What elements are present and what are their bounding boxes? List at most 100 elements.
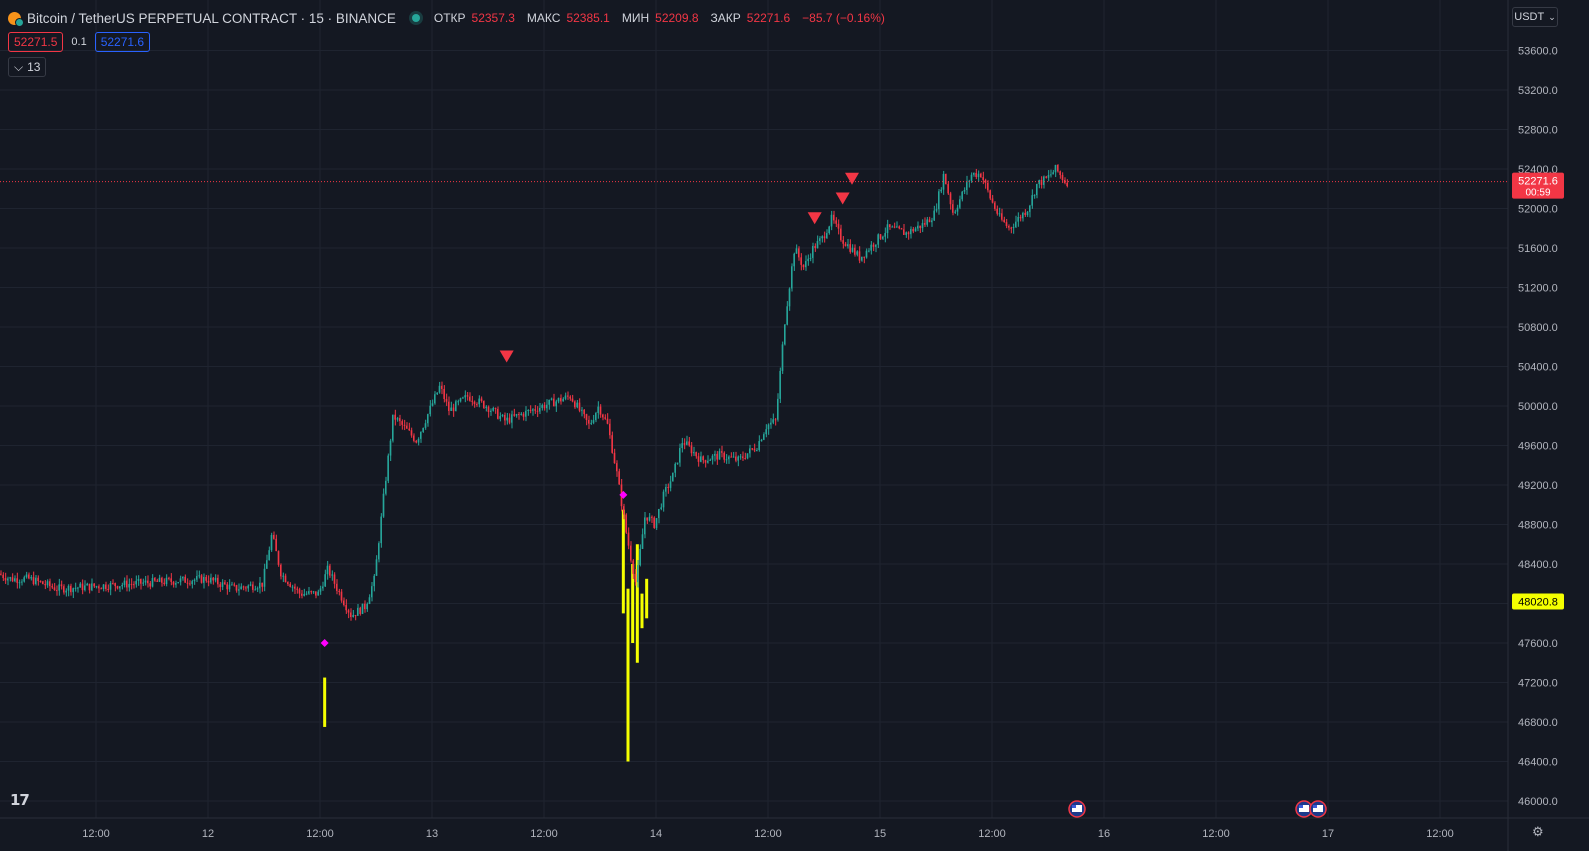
time-axis-label: 16	[1098, 828, 1110, 840]
candle-body	[1040, 179, 1043, 185]
candle-body	[387, 455, 389, 481]
candle-body	[669, 481, 672, 488]
candle-body	[637, 565, 639, 583]
candle-body	[105, 584, 107, 589]
candle-body	[60, 584, 63, 587]
candle-body	[499, 416, 501, 419]
candle-body	[966, 181, 968, 191]
candle-body	[305, 593, 308, 595]
candle-body	[872, 244, 875, 247]
settings-gear-icon[interactable]: ⚙	[1532, 824, 1544, 839]
candle-body	[77, 587, 79, 589]
candle-body	[401, 421, 403, 425]
us-flag-stripes	[1072, 805, 1082, 812]
currency-select[interactable]: USDT ⌄	[1512, 7, 1558, 27]
marker-price-label: 48020.8	[1518, 596, 1558, 608]
candle-body	[998, 213, 1001, 215]
tradingview-logo-icon[interactable]: 17	[10, 791, 30, 809]
candle-body	[879, 234, 882, 239]
candle-body	[235, 585, 238, 591]
candle-body	[112, 583, 114, 585]
candle-body	[329, 565, 331, 576]
candle-body	[725, 459, 728, 461]
candle-body	[536, 410, 539, 412]
candle-body	[480, 398, 483, 402]
time-axis-label: 12	[202, 828, 214, 840]
candle-body	[308, 591, 310, 594]
candle-body	[109, 583, 112, 590]
candle-body	[940, 189, 942, 192]
candle-body	[814, 246, 816, 249]
candle-body	[653, 517, 655, 528]
symbol-legend: Bitcoin / TetherUS PERPETUAL CONTRACT · …	[8, 8, 891, 28]
candle-body	[1057, 164, 1059, 172]
candle-body	[310, 591, 312, 593]
sell-signal-icon	[845, 172, 859, 185]
price-axis-label: 47200.0	[1518, 678, 1558, 690]
current-price-label: 52271.6	[1518, 176, 1558, 188]
candle-body	[268, 550, 270, 561]
candle-body	[14, 578, 16, 582]
candle-body	[168, 577, 170, 579]
candle-body	[529, 409, 532, 411]
candle-body	[1026, 211, 1029, 215]
candle-body	[245, 587, 247, 589]
candle-body	[207, 580, 210, 583]
indicator-bar	[645, 578, 649, 619]
candle-body	[350, 612, 352, 618]
candle-body	[378, 543, 380, 560]
candle-body	[1001, 213, 1003, 220]
candle-body	[823, 236, 826, 239]
candle-body	[707, 460, 709, 463]
symbol-title[interactable]: Bitcoin / TetherUS PERPETUAL CONTRACT · …	[27, 10, 396, 26]
candle-body	[415, 440, 417, 443]
candle-body	[294, 586, 296, 589]
candle-body	[301, 593, 303, 596]
candle-body	[697, 456, 700, 462]
candle-body	[193, 579, 196, 582]
candle-body	[560, 398, 562, 402]
candle-body	[1059, 171, 1061, 175]
candle-body	[203, 576, 205, 583]
time-axis-label: 12:00	[82, 828, 110, 840]
candle-body	[830, 214, 833, 227]
candle-body	[147, 580, 149, 584]
candle-body	[151, 578, 154, 587]
candle-body	[784, 324, 786, 345]
price-axis-label: 53600.0	[1518, 46, 1558, 58]
candle-body	[116, 586, 119, 589]
candle-body	[352, 615, 354, 618]
time-axis-label: 12:00	[978, 828, 1006, 840]
candle-body	[693, 452, 695, 454]
candle-body	[72, 588, 74, 593]
candle-body	[501, 414, 504, 417]
candle-body	[212, 577, 214, 581]
buy-button[interactable]: 52271.6	[94, 32, 151, 52]
sell-signal-icon	[807, 212, 822, 225]
candle-body	[511, 414, 513, 423]
candle-body	[261, 582, 263, 587]
candle-body	[896, 226, 898, 228]
candle-body	[716, 453, 718, 460]
candle-body	[11, 577, 14, 582]
candle-body	[585, 414, 588, 420]
candle-body	[756, 450, 758, 452]
candle-body	[373, 575, 375, 587]
candle-body	[555, 401, 557, 407]
candle-body	[695, 452, 697, 457]
candle-body	[163, 582, 165, 584]
price-axis-label: 48400.0	[1518, 559, 1558, 571]
indicators-toggle-button[interactable]: ⌵ 13	[8, 57, 47, 77]
candle-body	[623, 506, 625, 515]
candle-body	[742, 456, 744, 459]
candle-body	[963, 190, 966, 192]
candle-body	[753, 448, 756, 451]
candle-body	[298, 589, 301, 594]
indicator-bar	[631, 564, 635, 643]
price-axis-label: 53200.0	[1518, 85, 1558, 97]
sell-button[interactable]: 52271.5	[8, 32, 64, 52]
ohlc-open-label: ОТКР	[433, 11, 466, 25]
candle-body	[903, 229, 905, 235]
candle-body	[455, 401, 457, 412]
